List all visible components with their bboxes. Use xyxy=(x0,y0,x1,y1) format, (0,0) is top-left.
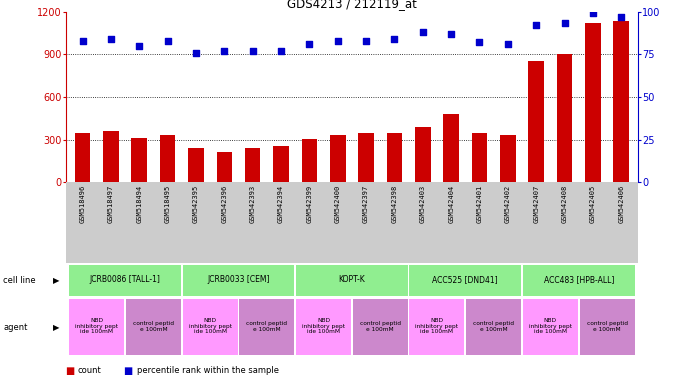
Point xyxy=(162,38,173,44)
Bar xyxy=(273,146,289,182)
Point xyxy=(474,39,485,45)
Bar xyxy=(585,23,601,182)
Bar xyxy=(302,139,317,182)
Text: GSM542397: GSM542397 xyxy=(363,185,369,223)
Text: ACC525 [DND41]: ACC525 [DND41] xyxy=(433,275,498,284)
Text: KOPT-K: KOPT-K xyxy=(339,275,365,284)
Point xyxy=(615,13,627,20)
Bar xyxy=(444,114,459,182)
Point xyxy=(190,50,201,56)
Point xyxy=(219,48,230,54)
Text: JCRB0086 [TALL-1]: JCRB0086 [TALL-1] xyxy=(90,275,161,284)
Point xyxy=(446,31,457,37)
Text: ■: ■ xyxy=(124,366,137,376)
Point xyxy=(531,22,542,28)
Point xyxy=(389,36,400,42)
Text: GSM518497: GSM518497 xyxy=(108,185,114,223)
Text: GSM542405: GSM542405 xyxy=(590,185,596,223)
Bar xyxy=(580,300,635,355)
Bar xyxy=(613,22,629,182)
Bar xyxy=(245,148,260,182)
Title: GDS4213 / 212119_at: GDS4213 / 212119_at xyxy=(287,0,417,10)
Text: GSM542404: GSM542404 xyxy=(448,185,454,223)
Point xyxy=(361,38,372,44)
Text: NBD
inhibitory pept
ide 100mM: NBD inhibitory pept ide 100mM xyxy=(302,318,345,334)
Bar xyxy=(415,127,431,182)
Text: percentile rank within the sample: percentile rank within the sample xyxy=(137,366,279,375)
Text: control peptid
e 100mM: control peptid e 100mM xyxy=(246,321,287,331)
Text: GSM542400: GSM542400 xyxy=(335,185,341,223)
Point xyxy=(559,20,570,26)
Text: agent: agent xyxy=(3,323,28,332)
Bar xyxy=(409,265,521,296)
Bar xyxy=(296,300,351,355)
Bar xyxy=(183,300,237,355)
Bar xyxy=(523,300,578,355)
Bar xyxy=(409,300,464,355)
Bar xyxy=(472,133,487,182)
Point xyxy=(417,29,428,35)
Text: JCRB0033 [CEM]: JCRB0033 [CEM] xyxy=(207,275,270,284)
Bar xyxy=(183,265,295,296)
Bar xyxy=(126,300,181,355)
Text: GSM518494: GSM518494 xyxy=(136,185,142,223)
Text: control peptid
e 100mM: control peptid e 100mM xyxy=(359,321,401,331)
Point xyxy=(247,48,258,54)
Bar xyxy=(75,132,90,182)
Text: GSM542396: GSM542396 xyxy=(221,185,227,223)
Bar xyxy=(557,54,572,182)
Text: ▶: ▶ xyxy=(53,276,60,285)
Point xyxy=(275,48,286,54)
Text: NBD
inhibitory pept
ide 100mM: NBD inhibitory pept ide 100mM xyxy=(75,318,118,334)
Text: GSM542393: GSM542393 xyxy=(250,185,256,223)
Text: NBD
inhibitory pept
ide 100mM: NBD inhibitory pept ide 100mM xyxy=(188,318,232,334)
Text: cell line: cell line xyxy=(3,276,36,285)
Bar xyxy=(500,136,515,182)
Bar xyxy=(69,300,124,355)
Bar xyxy=(466,300,521,355)
Bar xyxy=(296,265,408,296)
Bar xyxy=(386,132,402,182)
Bar xyxy=(160,136,175,182)
Bar xyxy=(358,133,374,182)
Bar xyxy=(523,265,635,296)
Text: control peptid
e 100mM: control peptid e 100mM xyxy=(586,321,628,331)
Text: control peptid
e 100mM: control peptid e 100mM xyxy=(473,321,514,331)
Point xyxy=(134,43,145,49)
Bar xyxy=(217,152,232,182)
Text: GSM518496: GSM518496 xyxy=(79,185,86,223)
Bar xyxy=(188,148,204,182)
Text: NBD
inhibitory pept
ide 100mM: NBD inhibitory pept ide 100mM xyxy=(529,318,572,334)
Text: GSM542398: GSM542398 xyxy=(391,185,397,223)
Point xyxy=(304,41,315,47)
Text: GSM542406: GSM542406 xyxy=(618,185,624,223)
Text: control peptid
e 100mM: control peptid e 100mM xyxy=(133,321,174,331)
Text: count: count xyxy=(78,366,101,375)
Bar xyxy=(132,138,147,182)
Text: GSM542399: GSM542399 xyxy=(306,185,313,223)
Text: ▶: ▶ xyxy=(53,323,60,332)
Text: NBD
inhibitory pept
ide 100mM: NBD inhibitory pept ide 100mM xyxy=(415,318,458,334)
Bar xyxy=(529,61,544,182)
Bar xyxy=(330,136,346,182)
Point xyxy=(502,41,513,47)
Text: GSM542403: GSM542403 xyxy=(420,185,426,223)
Text: GSM542407: GSM542407 xyxy=(533,185,539,223)
Bar xyxy=(353,300,408,355)
Point xyxy=(106,36,117,42)
Text: GSM518495: GSM518495 xyxy=(165,185,170,223)
Text: ■: ■ xyxy=(66,366,78,376)
Bar xyxy=(103,131,119,182)
Bar xyxy=(239,300,295,355)
Text: ACC483 [HPB-ALL]: ACC483 [HPB-ALL] xyxy=(544,275,614,284)
Text: GSM542394: GSM542394 xyxy=(278,185,284,223)
Point xyxy=(332,38,343,44)
Text: GSM542401: GSM542401 xyxy=(477,185,482,223)
Text: GSM542408: GSM542408 xyxy=(562,185,568,223)
Point xyxy=(587,10,598,16)
Point xyxy=(77,38,88,44)
Bar xyxy=(69,265,181,296)
Text: GSM542395: GSM542395 xyxy=(193,185,199,223)
Text: GSM542402: GSM542402 xyxy=(505,185,511,223)
